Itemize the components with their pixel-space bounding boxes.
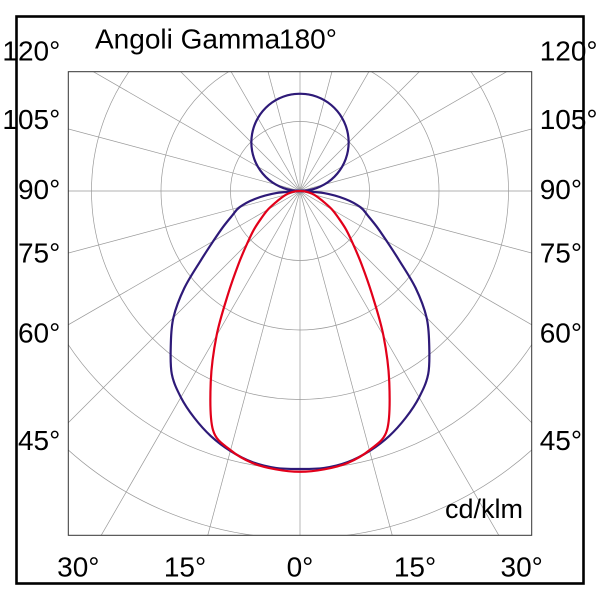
svg-text:75°: 75° (540, 237, 582, 268)
svg-text:Angoli Gamma: Angoli Gamma (95, 24, 281, 55)
svg-text:105°: 105° (2, 104, 60, 135)
svg-text:180°: 180° (279, 24, 337, 55)
svg-text:120°: 120° (540, 35, 598, 66)
svg-text:75°: 75° (18, 237, 60, 268)
svg-text:105°: 105° (540, 104, 598, 135)
svg-text:90°: 90° (18, 174, 60, 205)
svg-text:cd/klm: cd/klm (445, 494, 523, 524)
svg-text:45°: 45° (18, 425, 60, 456)
svg-text:15°: 15° (164, 552, 206, 583)
svg-text:60°: 60° (18, 317, 60, 348)
svg-text:60°: 60° (540, 317, 582, 348)
svg-text:45°: 45° (540, 425, 582, 456)
svg-text:0°: 0° (287, 552, 314, 583)
svg-text:30°: 30° (501, 552, 543, 583)
svg-text:30°: 30° (57, 552, 99, 583)
svg-text:120°: 120° (2, 35, 60, 66)
svg-text:15°: 15° (394, 552, 436, 583)
svg-text:90°: 90° (540, 174, 582, 205)
